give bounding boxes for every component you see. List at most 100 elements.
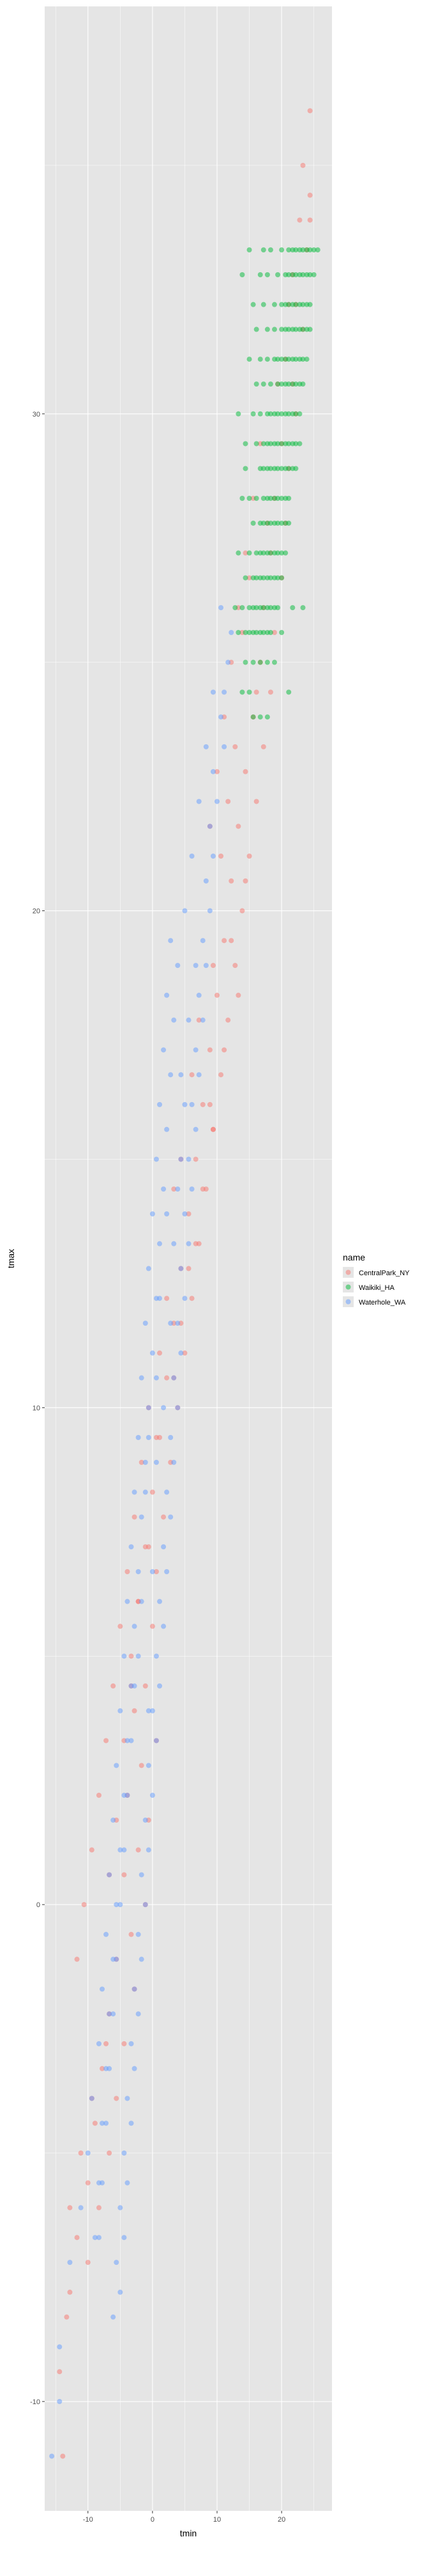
data-point (117, 2205, 123, 2211)
data-point (267, 550, 273, 556)
data-point (260, 575, 266, 581)
y-tick-label: 10 (33, 1404, 40, 1412)
data-point (297, 411, 303, 417)
data-point (96, 2205, 102, 2211)
data-point (210, 1126, 216, 1132)
data-point (117, 1847, 123, 1853)
data-point (139, 1375, 144, 1381)
data-point (193, 1156, 199, 1162)
data-point (132, 1514, 137, 1520)
data-point (146, 1847, 151, 1853)
data-point (153, 1569, 159, 1574)
data-point (161, 1514, 167, 1520)
data-point (315, 247, 320, 253)
data-point (146, 1708, 151, 1713)
data-point (114, 1763, 119, 1768)
data-point (232, 605, 238, 611)
data-point (200, 1017, 206, 1023)
data-point (103, 1738, 109, 1744)
data-point (178, 1266, 184, 1271)
data-point (207, 1047, 213, 1053)
data-point (267, 441, 273, 447)
data-point (260, 520, 266, 526)
data-point (193, 1241, 199, 1246)
data-point (110, 1683, 116, 1689)
data-point (103, 2120, 109, 2126)
data-point (243, 878, 248, 884)
data-point (210, 689, 216, 695)
data-point (279, 575, 285, 581)
data-point (264, 714, 270, 720)
data-point (189, 1101, 195, 1107)
data-point (196, 1017, 202, 1023)
data-point (275, 605, 281, 611)
data-point (124, 1569, 130, 1574)
data-point (267, 689, 273, 695)
data-point (146, 1435, 151, 1440)
data-point (214, 799, 220, 804)
data-point (186, 1156, 192, 1162)
data-point (132, 1708, 137, 1713)
y-tick-label: 0 (36, 1901, 40, 1909)
data-point (229, 878, 234, 884)
data-point (275, 520, 281, 526)
data-point (267, 381, 273, 387)
data-point (300, 247, 306, 253)
data-point (100, 1986, 105, 1992)
legend-keys: CentralPark_NY Waikiki_HA Waterhole_WA (343, 1267, 410, 1307)
data-point (100, 2066, 105, 2071)
data-point (89, 2096, 94, 2101)
data-point (200, 1186, 206, 1192)
data-point (117, 1902, 123, 1908)
data-point (267, 411, 273, 417)
data-point (236, 824, 241, 829)
data-point (279, 550, 285, 556)
data-point (214, 992, 220, 998)
data-point (286, 247, 292, 253)
data-point (236, 411, 241, 417)
data-point (253, 689, 259, 695)
data-point (164, 1569, 170, 1574)
data-point (193, 1126, 199, 1132)
data-point (253, 575, 259, 581)
data-point (178, 1156, 184, 1162)
data-point (253, 326, 259, 332)
data-point (286, 272, 292, 277)
data-point (161, 1623, 167, 1629)
data-point (267, 630, 273, 635)
data-point (246, 854, 252, 859)
data-point (264, 659, 270, 665)
data-point (178, 1350, 184, 1356)
data-point (67, 2205, 73, 2211)
data-point (243, 630, 248, 635)
data-point (286, 356, 292, 362)
data-point (239, 908, 245, 914)
data-point (96, 2235, 102, 2241)
data-point (293, 441, 299, 447)
data-point (279, 302, 285, 307)
data-point (286, 466, 292, 471)
data-point (275, 272, 281, 277)
data-point (260, 496, 266, 501)
data-point (300, 302, 306, 307)
data-point (236, 630, 241, 635)
data-point (207, 824, 213, 829)
data-point (196, 799, 202, 804)
data-point (78, 2150, 84, 2156)
data-point (260, 630, 266, 635)
data-point (110, 1817, 116, 1823)
data-point (225, 659, 231, 665)
y-axis-title: tmax (6, 1249, 16, 1268)
data-point (142, 1902, 148, 1908)
data-point (279, 630, 285, 635)
data-point (250, 714, 256, 720)
data-point (272, 326, 277, 332)
y-tick-label: -10 (30, 2398, 40, 2406)
data-point (246, 605, 252, 611)
data-point (182, 1211, 188, 1216)
data-point (250, 302, 256, 307)
data-point (225, 1017, 231, 1023)
data-point (275, 441, 281, 447)
data-point (103, 2041, 109, 2046)
